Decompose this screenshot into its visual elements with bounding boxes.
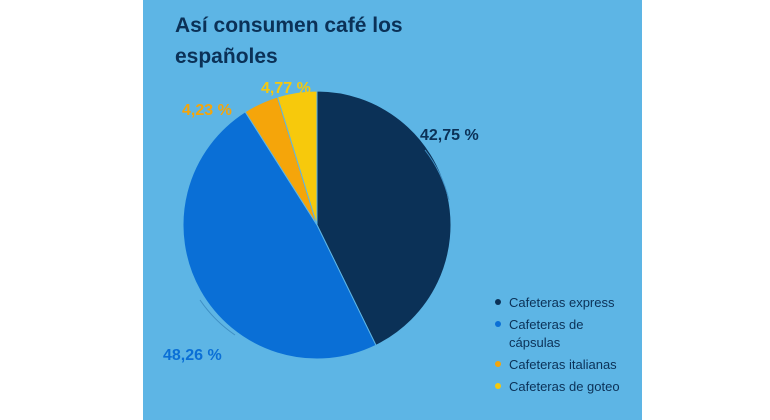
chart-legend: Cafeteras express Cafeteras de cápsulas Ca… [495, 294, 635, 400]
slice-label-4: 4,77 % [261, 80, 311, 97]
legend-item-2: Cafeteras de cápsulas [495, 316, 635, 352]
label-leader-1 [424, 149, 450, 201]
label-leader-2 [199, 299, 236, 336]
slice-label-1: 42,75 % [420, 127, 479, 144]
slice-label-3: 4,23 % [182, 102, 232, 119]
legend-label-2: Cafeteras de cápsulas [509, 317, 584, 350]
legend-item-1: Cafeteras express [495, 294, 635, 312]
legend-swatch-1 [495, 299, 501, 305]
chart-title: Así consumen café los españoles [175, 14, 403, 68]
legend-label-4: Cafeteras de goteo [509, 379, 620, 394]
pie-slice-2 [182, 111, 377, 360]
legend-swatch-4 [495, 383, 501, 389]
pie-slice-4 [276, 90, 318, 226]
legend-item-4: Cafeteras de goteo [495, 378, 635, 396]
legend-swatch-2 [495, 321, 501, 327]
legend-label-1: Cafeteras express [509, 295, 615, 310]
legend-item-3: Cafeteras italianas [495, 356, 635, 374]
legend-label-3: Cafeteras italianas [509, 357, 617, 372]
legend-swatch-3 [495, 361, 501, 367]
slice-label-2: 48,26 % [163, 347, 222, 364]
